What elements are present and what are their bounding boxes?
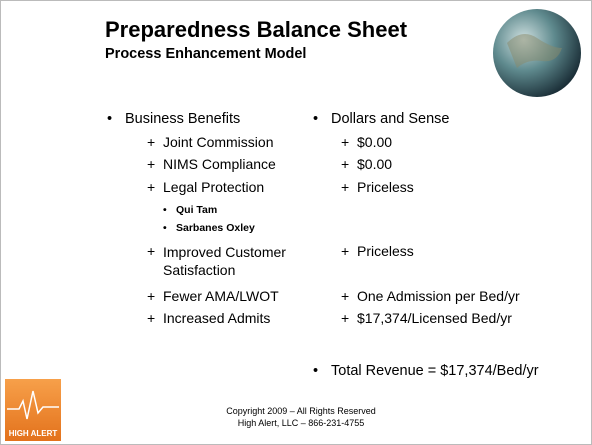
plus: + bbox=[147, 243, 156, 259]
item: Legal Protection bbox=[163, 179, 265, 195]
plus: + bbox=[341, 134, 350, 150]
item: Improved Customer Satisfaction bbox=[163, 244, 286, 278]
bullet: • bbox=[313, 111, 319, 127]
heading: Dollars and Sense bbox=[331, 111, 450, 127]
plus: + bbox=[341, 179, 350, 195]
plus: + bbox=[341, 156, 350, 172]
plus: + bbox=[341, 243, 350, 259]
bullet: • bbox=[107, 111, 113, 127]
item: $17,374/Licensed Bed/yr bbox=[357, 310, 512, 326]
globe bbox=[493, 9, 581, 97]
plus: + bbox=[341, 310, 350, 326]
subitem: Qui Tam bbox=[176, 204, 218, 216]
item: Fewer AMA/LWOT bbox=[163, 288, 279, 304]
plus: + bbox=[147, 288, 156, 304]
footer: High Alert, LLC – 866-231-4755 bbox=[237, 418, 365, 428]
item: NIMS Compliance bbox=[163, 156, 276, 172]
item: $0.00 bbox=[357, 134, 393, 150]
total: Total Revenue = $17,374/Bed/yr bbox=[331, 363, 539, 379]
item: Joint Commission bbox=[163, 134, 274, 150]
bullet: • bbox=[313, 363, 319, 379]
item: $0.00 bbox=[357, 156, 393, 172]
plus: + bbox=[147, 179, 156, 195]
item: Priceless bbox=[357, 179, 414, 195]
logo-text: HIGH ALERT bbox=[8, 429, 58, 438]
logo bbox=[5, 379, 61, 441]
subtitle: Process Enhancement Model bbox=[105, 46, 307, 62]
item: Increased Admits bbox=[163, 310, 271, 326]
plus: + bbox=[147, 156, 156, 172]
bullet: • bbox=[163, 204, 167, 216]
plus: + bbox=[341, 288, 350, 304]
subitem: Sarbanes Oxley bbox=[176, 222, 255, 234]
title: Preparedness Balance Sheet bbox=[105, 17, 408, 42]
logo-graphic bbox=[7, 390, 59, 420]
bullet: • bbox=[163, 222, 167, 234]
plus: + bbox=[147, 310, 156, 326]
footer: Copyright 2009 – All Rights Reserved bbox=[226, 406, 376, 416]
heading: Business Benefits bbox=[125, 111, 241, 127]
item: Priceless bbox=[357, 243, 414, 259]
item: One Admission per Bed/yr bbox=[357, 288, 520, 304]
plus: + bbox=[147, 134, 156, 150]
